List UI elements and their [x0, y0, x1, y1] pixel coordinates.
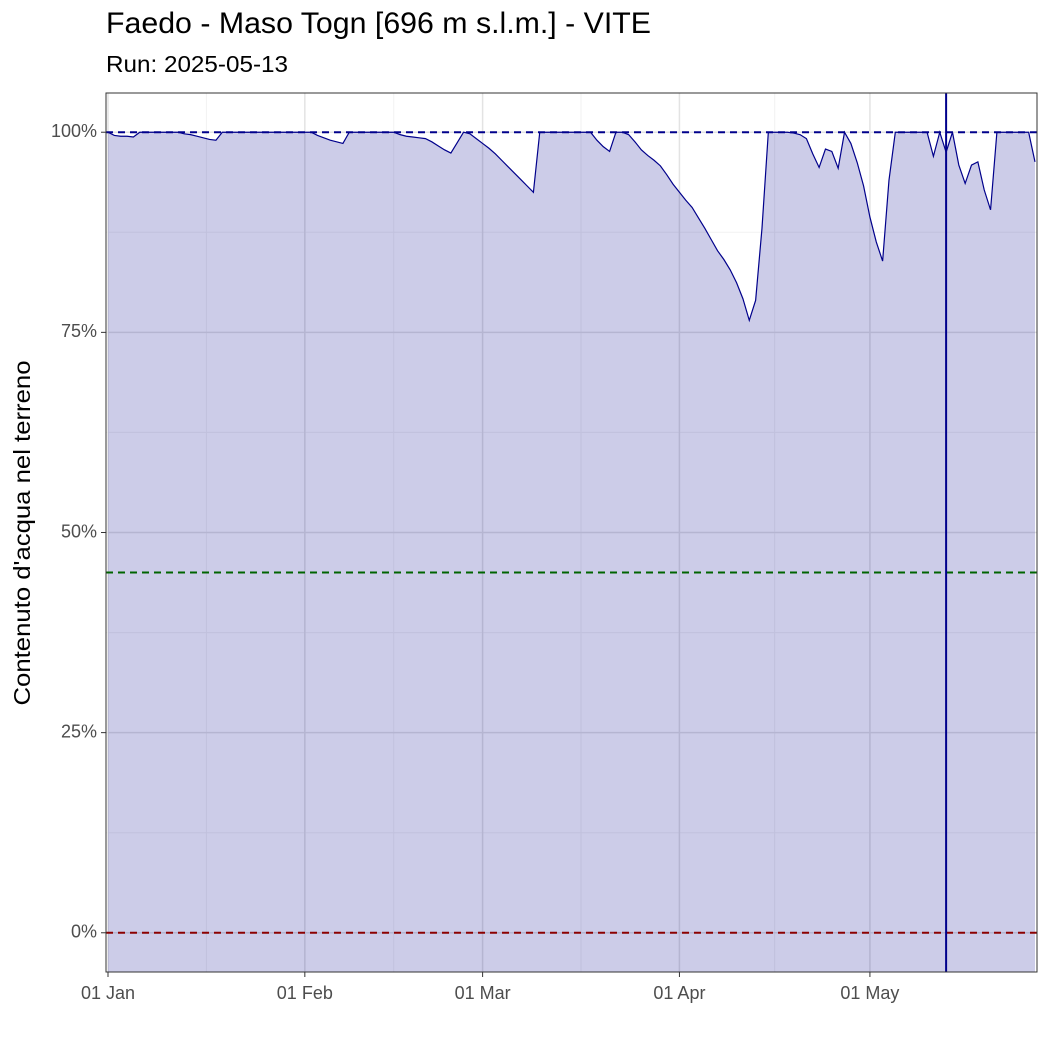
chart-subtitle: Run: 2025-05-13	[106, 51, 288, 77]
y-tick-label: 50%	[61, 521, 97, 541]
x-tick-label: 01 Jan	[81, 983, 135, 1003]
x-tick-label: 01 Feb	[277, 983, 333, 1003]
y-tick-label: 0%	[71, 922, 97, 942]
chart-title: Faedo - Maso Togn [696 m s.l.m.] - VITE	[106, 7, 651, 40]
y-tick-label: 25%	[61, 721, 97, 741]
x-tick-label: 01 May	[840, 983, 899, 1003]
y-tick-label: 100%	[51, 121, 97, 141]
area	[108, 132, 1035, 973]
x-tick-label: 01 Mar	[455, 983, 511, 1003]
y-axis-label: Contenuto d'acqua nel terreno	[9, 361, 35, 706]
x-tick-label: 01 Apr	[653, 983, 705, 1003]
plot-border	[105, 92, 1038, 973]
y-tick-label: 75%	[61, 321, 97, 341]
